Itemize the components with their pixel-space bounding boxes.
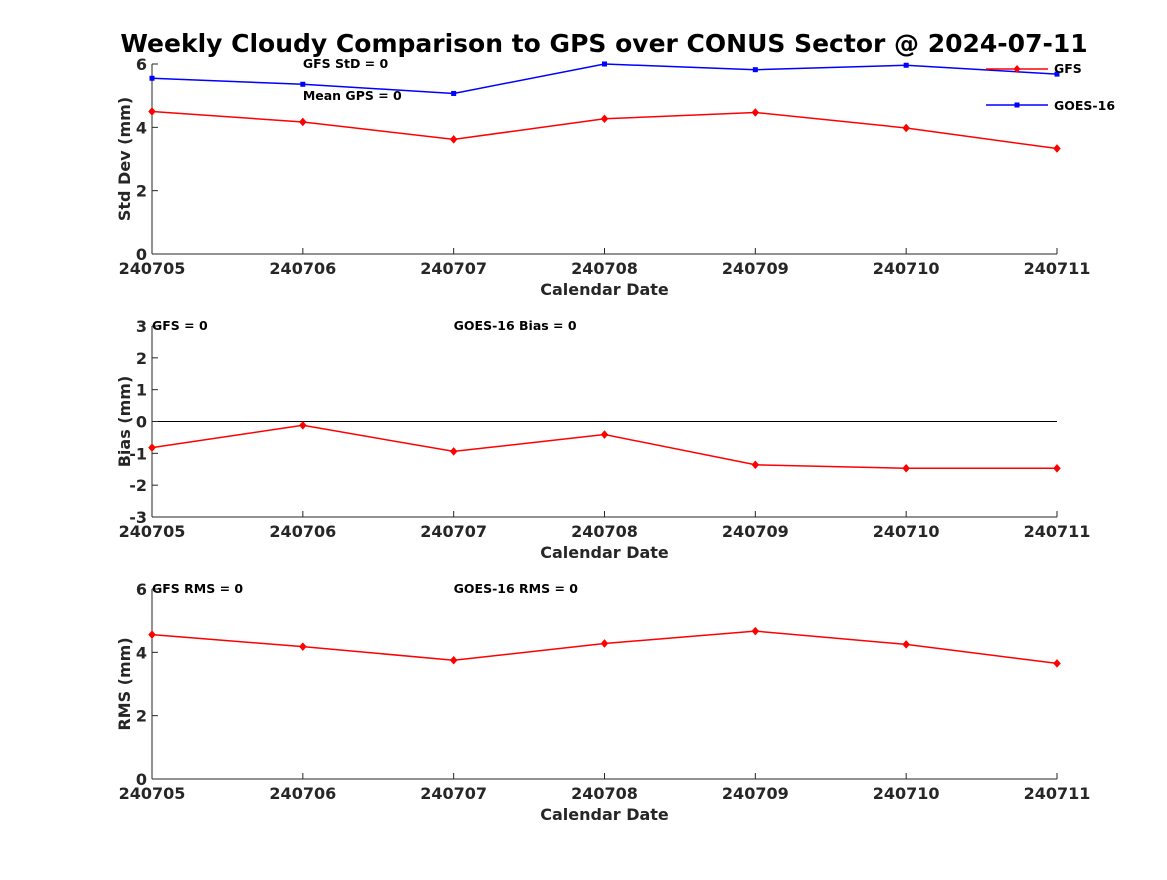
y-tick-label: 4 (136, 118, 147, 137)
x-tick-label: 240708 (571, 784, 638, 803)
annotation-text: GFS = 0 (152, 318, 208, 333)
x-tick-label: 240706 (269, 259, 336, 278)
gfs-data-point (1053, 463, 1061, 473)
gfs-data-point (449, 447, 458, 456)
plots-layer: 240705 240706 240707 240708 240709 240710 2407… (115, 55, 1090, 824)
x-tick-label: 240709 (722, 259, 789, 278)
x-tick-label: 240708 (571, 522, 638, 541)
y-axis-label: Std Dev (mm) (115, 97, 134, 221)
annotation-text: GFS RMS = 0 (152, 581, 243, 596)
goes-data-point (451, 90, 457, 96)
gfs-data-point (902, 123, 910, 133)
y-tick-label: -1 (129, 444, 147, 463)
x-axis-label: Calendar Date (540, 280, 669, 299)
y-axis-label: RMS (mm) (115, 637, 134, 730)
gfs-data-point (449, 655, 458, 665)
chart-title: Weekly Cloudy Comparison to GPS over CON… (120, 29, 1087, 58)
x-tick-label: 240710 (873, 784, 940, 803)
gfs-data-point (148, 443, 156, 452)
x-tick-label: 240706 (269, 522, 336, 541)
x-tick-label: 240705 (119, 784, 186, 803)
x-tick-label: 240711 (1024, 784, 1091, 803)
goes-data-point (903, 62, 909, 68)
goes-data-point (300, 81, 306, 87)
gfs-data-point (600, 639, 609, 648)
x-tick-label: 240705 (119, 522, 186, 541)
annotation-text: GOES-16 Bias = 0 (454, 318, 577, 333)
plot-panel-3: 240705 240706 240707 240708 240709 240710 2407… (115, 580, 1090, 824)
gfs-data-point (751, 108, 760, 117)
gfs-data-point (751, 626, 760, 636)
y-axis-label: Bias (mm) (115, 376, 134, 468)
legend-gfs-marker (1013, 65, 1021, 73)
y-tick-label: 2 (136, 707, 147, 726)
x-tick-label: 240710 (873, 259, 940, 278)
goes-data-point (752, 67, 758, 73)
x-axis-label: Calendar Date (540, 805, 669, 824)
plot-panel-2: 240705 240706 240707 240708 240709 240710 2407… (115, 317, 1090, 562)
x-tick-label: 240707 (420, 522, 487, 541)
y-tick-label: 0 (136, 413, 147, 432)
x-tick-label: 240711 (1024, 522, 1091, 541)
gfs-data-point (600, 430, 609, 439)
y-tick-label: 1 (136, 381, 147, 400)
gfs-data-point (751, 460, 760, 470)
x-tick-label: 240706 (269, 784, 336, 803)
y-tick-label: 2 (136, 349, 147, 368)
gfs-data-point (148, 107, 156, 116)
x-tick-label: 240710 (873, 522, 940, 541)
gfs-data-point (1053, 659, 1061, 668)
legend-goes-label: GOES-16 (1054, 98, 1115, 113)
x-axis-label: Calendar Date (540, 543, 669, 562)
y-tick-label: 2 (136, 182, 147, 201)
gfs-data-point (1053, 144, 1061, 153)
legend: GFS GOES-16 (986, 61, 1115, 113)
gfs-data-point (299, 420, 307, 430)
y-tick-label: -2 (129, 476, 147, 495)
y-tick-label: 4 (136, 643, 147, 662)
x-tick-label: 240707 (420, 259, 487, 278)
legend-gfs-label: GFS (1054, 61, 1082, 76)
y-tick-label: 0 (136, 245, 147, 264)
gfs-data-point (902, 640, 910, 649)
goes-data-point (149, 75, 155, 81)
y-tick-label: -3 (129, 508, 147, 527)
x-tick-label: 240709 (722, 522, 789, 541)
x-tick-label: 240709 (722, 784, 789, 803)
x-tick-label: 240707 (420, 784, 487, 803)
gfs-data-point (299, 642, 307, 652)
y-tick-label: 3 (136, 317, 147, 336)
gfs-data-point (600, 114, 609, 124)
gfs-data-point (902, 463, 910, 473)
y-tick-label: 6 (136, 580, 147, 599)
annotation-text: GOES-16 RMS = 0 (454, 581, 579, 596)
x-tick-label: 240705 (119, 259, 186, 278)
goes-data-point (1054, 71, 1060, 77)
plot-panel-1: 240705 240706 240707 240708 240709 240710 2407… (115, 55, 1090, 299)
goes-data-point (602, 61, 607, 67)
x-tick-label: 240711 (1024, 259, 1091, 278)
x-tick-label: 240708 (571, 259, 638, 278)
gfs-data-point (449, 134, 458, 144)
annotation-text: Mean GPS = 0 (303, 88, 402, 103)
legend-goes-marker (1014, 102, 1020, 108)
gfs-data-point (299, 117, 307, 127)
annotation-text: GFS StD = 0 (303, 56, 389, 71)
y-tick-label: 0 (136, 770, 147, 789)
gfs-data-point (148, 630, 156, 639)
y-tick-label: 6 (136, 55, 147, 74)
